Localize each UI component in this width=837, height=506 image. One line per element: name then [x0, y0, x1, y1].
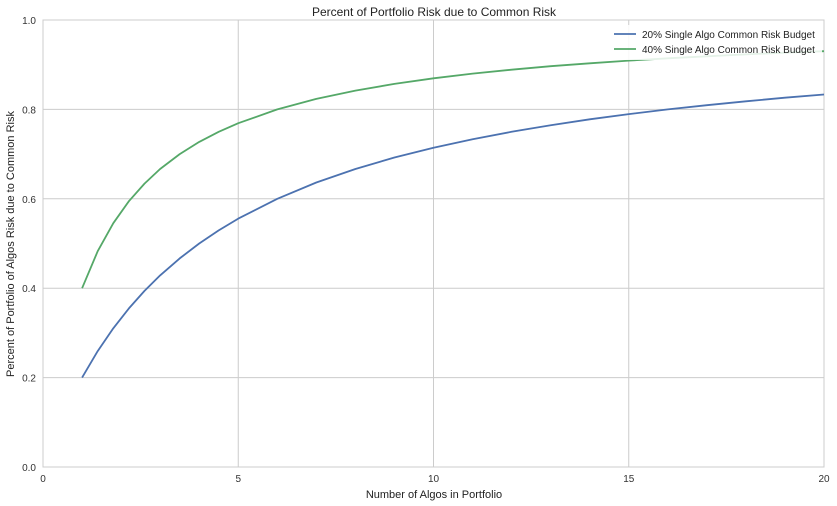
x-axis-title: Number of Algos in Portfolio: [366, 489, 502, 501]
x-axis-ticks: 0 5 10 15 20: [40, 474, 830, 485]
x-tick-label: 5: [235, 474, 241, 485]
y-tick-label: 0.4: [22, 284, 36, 295]
x-tick-label: 0: [40, 474, 46, 485]
y-axis-ticks: 0.0 0.2 0.4 0.6 0.8 1.0: [22, 16, 36, 474]
y-tick-label: 0.8: [22, 105, 36, 116]
x-tick-label: 10: [428, 474, 440, 485]
y-tick-label: 1.0: [22, 16, 36, 27]
y-tick-label: 0.6: [22, 195, 36, 206]
series-line-1: [81, 93, 825, 379]
plot-frame: [42, 19, 825, 468]
y-tick-label: 0.2: [22, 374, 36, 385]
x-tick-label: 20: [818, 474, 830, 485]
legend-label-2: 40% Single Algo Common Risk Budget: [642, 45, 815, 56]
legend-label-1: 20% Single Algo Common Risk Budget: [642, 30, 815, 41]
y-tick-label: 0.0: [22, 463, 36, 474]
x-tick-label: 15: [623, 474, 635, 485]
chart-title: Percent of Portfolio Risk due to Common …: [312, 5, 557, 19]
legend: 20% Single Algo Common Risk Budget 40% Si…: [607, 25, 822, 60]
y-axis-title: Percent of Portfolio of Algos Risk due t…: [5, 111, 17, 377]
legend-background: [607, 25, 822, 60]
